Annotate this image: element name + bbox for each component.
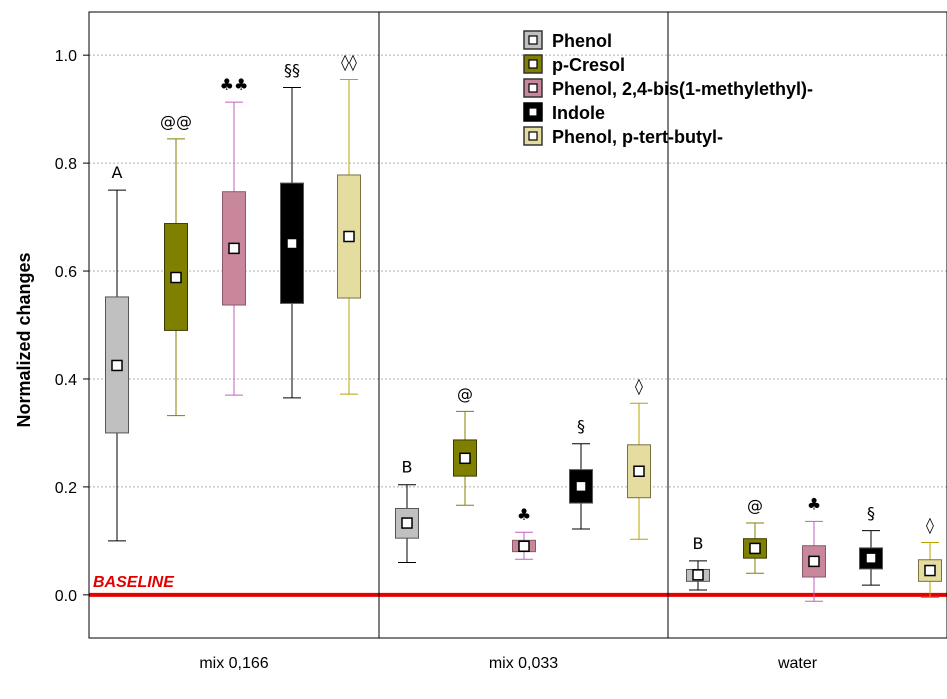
significance-label: ♣♣ — [220, 75, 249, 94]
significance-label: ◊ — [635, 376, 643, 395]
mean-marker — [170, 271, 182, 284]
legend-label: Phenol — [552, 31, 612, 51]
box-p-cresol-2: @ — [453, 384, 477, 506]
significance-label: § — [867, 504, 875, 523]
y-tick-label: 0.2 — [55, 480, 77, 497]
x-group-label: mix 0,166 — [199, 655, 268, 672]
box-phenol-2-4-bis-1-methylethyl--1: ♣♣ — [220, 75, 249, 396]
box-p-cresol-1: @@ — [160, 112, 192, 417]
significance-label: ◊◊ — [341, 52, 357, 71]
significance-label: §§ — [284, 61, 300, 80]
mean-marker — [343, 230, 355, 243]
legend-swatch-marker — [528, 83, 538, 93]
legend-label: p-Cresol — [552, 55, 625, 75]
box-phenol-2-4-bis-1-methylethyl--3: ♣ — [802, 494, 826, 602]
box-phenol-3: B — [686, 534, 710, 591]
significance-label: B — [693, 534, 704, 553]
legend-swatch-marker — [528, 35, 538, 45]
mean-marker — [228, 242, 240, 255]
baseline-label: BASELINE — [93, 574, 175, 591]
box-indole-1: §§ — [280, 61, 304, 399]
mean-marker — [286, 237, 298, 250]
significance-label: ♣ — [807, 494, 821, 513]
legend: Phenol p-Cresol Phenol, 2,4-bis(1-methylet… — [523, 30, 813, 147]
plot-frame — [88, 11, 947, 639]
mean-marker — [749, 542, 761, 555]
legend-item: p-Cresol — [523, 54, 625, 75]
significance-label: ◊ — [926, 515, 934, 534]
significance-label: B — [402, 458, 413, 477]
mean-marker — [633, 465, 645, 477]
mean-marker — [808, 555, 820, 568]
mean-marker — [692, 569, 704, 581]
box-p-cresol-3: @ — [743, 496, 767, 574]
box-phenol-p-tert-butyl--3: ◊ — [918, 515, 942, 599]
box-indole-3: § — [859, 504, 883, 586]
y-tick-label: 0.6 — [55, 264, 77, 281]
box-phenol-p-tert-butyl--1: ◊◊ — [337, 52, 361, 395]
significance-label: ♣ — [517, 505, 531, 524]
mean-marker — [518, 540, 530, 553]
y-tick-label: 1.0 — [55, 48, 77, 65]
legend-item: Indole — [523, 102, 605, 123]
legend-item: Phenol, p-tert-butyl- — [523, 126, 723, 147]
plot-border — [88, 11, 947, 639]
legend-item: Phenol, 2,4-bis(1-methylethyl)- — [523, 78, 813, 99]
axes: 0.0 0.2 0.4 0.6 0.8 1.0 mix 0,166 mix 0,033 wate… — [55, 48, 818, 672]
y-axis-label: Normalized changes — [14, 252, 34, 427]
box-phenol-1: A — [105, 163, 129, 542]
y-tick-label: 0.4 — [55, 372, 77, 389]
mean-marker — [111, 359, 123, 372]
baseline: BASELINE — [89, 574, 947, 597]
y-tick-label: 0.0 — [55, 588, 77, 605]
x-group-label: water — [777, 655, 818, 672]
legend-label: Indole — [552, 103, 605, 123]
mean-marker — [865, 552, 877, 564]
significance-label: § — [577, 417, 585, 436]
box-phenol-p-tert-butyl--2: ◊ — [627, 376, 651, 540]
significance-label: @ — [457, 384, 473, 403]
legend-swatch-marker — [528, 59, 538, 69]
box-indole-2: § — [569, 417, 593, 530]
significance-label: A — [112, 163, 123, 182]
mean-marker — [924, 564, 936, 577]
legend-swatch-marker — [528, 107, 538, 117]
legend-label: Phenol, 2,4-bis(1-methylethyl)- — [552, 79, 813, 99]
y-tick-label: 0.8 — [55, 156, 77, 173]
significance-label: @ — [747, 496, 763, 515]
box-phenol-2-4-bis-1-methylethyl--2: ♣ — [512, 505, 536, 560]
significance-label: @@ — [160, 112, 192, 131]
x-group-label: mix 0,033 — [489, 655, 558, 672]
box-phenol-2: B — [395, 458, 419, 563]
mean-marker — [459, 452, 471, 465]
legend-label: Phenol, p-tert-butyl- — [552, 127, 723, 147]
legend-item: Phenol — [523, 30, 612, 51]
mean-marker — [575, 480, 587, 493]
legend-swatch-marker — [528, 131, 538, 141]
mean-marker — [401, 517, 413, 529]
box-plots: A @@ ♣♣ §§ ◊◊ B @ ♣ § ◊ B @ ♣ § ◊ — [105, 52, 942, 602]
